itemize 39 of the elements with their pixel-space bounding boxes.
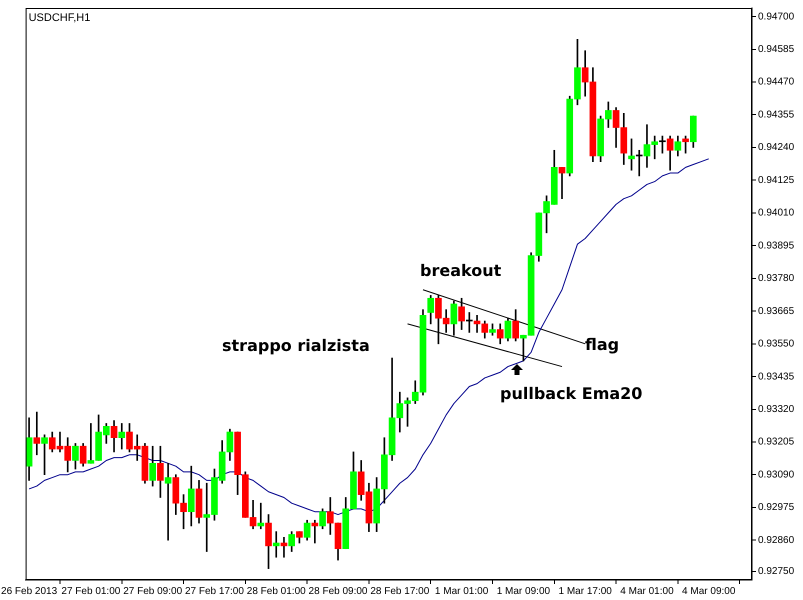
y-tick-label: 0.94470 (758, 76, 795, 88)
x-tick-label: 1 Mar 09:00 (496, 586, 550, 597)
x-tick-label: 27 Feb 09:00 (123, 586, 183, 597)
x-tick-label: 27 Feb 01:00 (61, 586, 121, 597)
y-tick-label: 0.93205 (758, 436, 795, 448)
y-tick-label: 0.93550 (758, 338, 795, 350)
y-tick-label: 0.92975 (758, 502, 795, 514)
x-tick-label: 4 Mar 09:00 (682, 586, 736, 597)
candlestick (558, 167, 566, 199)
y-tick-label: 0.93435 (758, 371, 795, 382)
y-tick-label: 0.93780 (758, 273, 795, 284)
annotation: strappo rialzista (222, 336, 370, 355)
x-tick-label: 28 Feb 17:00 (370, 586, 430, 597)
candlestick (280, 536, 288, 558)
y-tick-label: 0.93665 (758, 306, 795, 317)
y-tick-label: 0.93320 (758, 404, 795, 416)
annotation: flag (585, 335, 620, 354)
annotation: pullback Ema20 (500, 384, 642, 403)
y-tick-label: 0.93895 (758, 240, 795, 252)
y-tick-label: 0.94585 (758, 44, 795, 56)
y-tick-label: 0.94125 (758, 174, 795, 186)
candlestick (682, 136, 689, 154)
y-tick-label: 0.93090 (758, 469, 795, 480)
x-tick-label: 4 Mar 01:00 (620, 586, 674, 597)
y-tick-label: 0.94010 (758, 208, 795, 219)
y-tick-label: 0.92860 (758, 534, 795, 546)
y-tick-label: 0.94700 (758, 11, 795, 22)
y-tick-label: 0.92750 (758, 566, 795, 578)
x-tick-label: 1 Mar 17:00 (558, 586, 612, 597)
annotation: breakout (420, 261, 502, 280)
x-tick-label: 1 Mar 01:00 (434, 586, 489, 597)
x-tick-label: 27 Feb 17:00 (184, 586, 244, 597)
x-tick-label: 28 Feb 09:00 (308, 586, 368, 597)
y-tick-label: 0.94240 (758, 142, 795, 154)
x-tick-label: 26 Feb 2013 (0, 586, 58, 597)
x-tick-label: 28 Feb 01:00 (246, 586, 306, 597)
chart-title: USDCHF,H1 (28, 12, 90, 24)
candlestick (41, 434, 48, 476)
y-tick-label: 0.94355 (758, 109, 795, 120)
